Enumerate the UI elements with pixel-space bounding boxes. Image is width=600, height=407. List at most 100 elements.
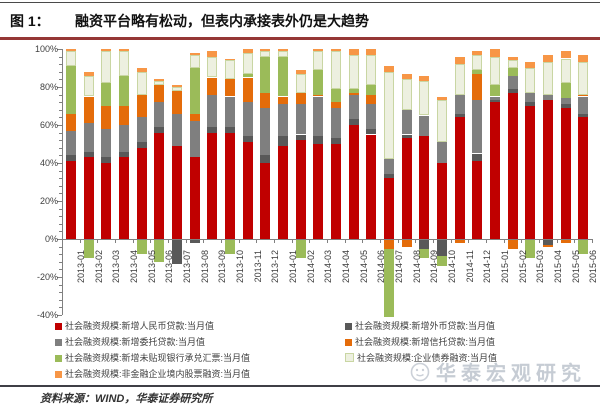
bar-segment-2015-01 xyxy=(489,85,500,97)
bar-segment-2013-09 xyxy=(207,50,218,57)
bar-segment-2013-06 xyxy=(154,132,165,239)
bar-segment-2013-04 xyxy=(118,125,129,152)
bar-segment-2013-11 xyxy=(242,136,253,143)
bar-segment-2013-08 xyxy=(189,52,200,55)
y-axis-tick xyxy=(59,208,62,210)
y-axis-label: -20% xyxy=(36,272,58,282)
bar-segment-2014-07 xyxy=(383,66,394,72)
bar-segment-2014-12 xyxy=(472,69,483,74)
y-axis-tick xyxy=(57,315,62,316)
bar-segment-2013-09 xyxy=(207,132,218,239)
x-axis-label: 2015-01 xyxy=(499,250,510,284)
bar-segment-2013-07 xyxy=(171,113,182,146)
bar-segment-2014-05 xyxy=(348,49,359,55)
y-axis-label: -40% xyxy=(36,310,58,320)
bar-segment-2014-02 xyxy=(295,140,306,239)
y-axis-tick xyxy=(59,254,62,256)
bar-segment-2013-06 xyxy=(154,239,165,262)
legend-label: 社会融资规模:新增外币贷款:当月值 xyxy=(355,321,496,331)
bar-segment-2014-06 xyxy=(366,85,377,95)
y-axis-tick xyxy=(59,178,62,180)
bar-segment-2014-04 xyxy=(330,50,341,89)
bar-segment-2013-06 xyxy=(154,102,165,127)
bar-segment-2014-03 xyxy=(313,96,324,137)
x-axis-label: 2014-05 xyxy=(358,250,369,284)
bar-segment-2015-04 xyxy=(542,239,553,245)
x-axis-label: 2013-01 xyxy=(75,250,86,284)
x-axis-tick xyxy=(79,239,81,243)
legend-swatch-icon xyxy=(55,339,62,346)
x-axis-tick xyxy=(539,239,540,243)
bar-segment-2014-01 xyxy=(277,50,288,57)
x-axis-tick xyxy=(503,239,505,243)
bar-segment-2013-11 xyxy=(242,52,253,74)
x-axis-tick xyxy=(168,239,169,243)
bar-segment-2013-02 xyxy=(83,75,94,97)
bar-segment-2014-08 xyxy=(401,109,412,135)
x-axis-label: 2014-11 xyxy=(464,250,475,283)
x-axis-tick xyxy=(468,239,470,243)
bar-segment-2013-01 xyxy=(65,49,76,51)
bar-segment-2013-02 xyxy=(83,157,94,239)
x-axis-label: 2013-02 xyxy=(93,250,104,284)
bar-segment-2014-05 xyxy=(348,54,359,89)
bar-segment-2013-05 xyxy=(136,142,147,148)
legend-swatch-icon xyxy=(55,371,62,378)
x-axis-tick xyxy=(62,239,63,243)
y-axis-tick xyxy=(59,292,62,294)
x-axis-tick xyxy=(433,239,434,243)
y-axis-tick xyxy=(59,170,62,172)
bar-segment-2013-09 xyxy=(207,94,218,127)
x-axis-tick xyxy=(97,239,99,243)
y-axis-label: 100% xyxy=(34,44,58,54)
bar-segment-2013-03 xyxy=(101,157,112,163)
x-axis-label: 2013-05 xyxy=(146,250,157,284)
x-axis-tick xyxy=(380,239,381,243)
bar-segment-2015-01 xyxy=(489,100,500,103)
y-axis-tick xyxy=(57,277,62,278)
y-axis-tick xyxy=(59,269,62,271)
bar-segment-2015-05 xyxy=(560,107,571,239)
y-axis-tick xyxy=(59,56,62,58)
bar-segment-2014-07 xyxy=(383,71,394,160)
y-axis-tick xyxy=(59,94,62,96)
x-axis-label: 2014-06 xyxy=(376,250,387,284)
x-axis-tick xyxy=(274,239,275,243)
bar-segment-2013-11 xyxy=(242,77,253,103)
bar-segment-2015-06 xyxy=(578,94,589,97)
bar-segment-2013-12 xyxy=(260,107,271,156)
figure-number-label: 图 1： xyxy=(10,13,50,29)
bar-segment-2015-01 xyxy=(489,102,500,239)
bar-segment-2014-07 xyxy=(383,159,394,175)
watermark: 华泰宏观研究 xyxy=(410,357,586,386)
legend-label: 社会融资规模:企业债券融资:当月值 xyxy=(357,353,498,363)
y-axis-tick xyxy=(57,163,62,164)
x-axis-label: 2013-10 xyxy=(234,250,245,284)
bar-segment-2014-12 xyxy=(472,100,483,154)
bar-segment-2013-01 xyxy=(65,161,76,239)
bar-segment-2013-04 xyxy=(118,157,129,239)
bar-segment-2014-11 xyxy=(454,239,465,243)
bar-segment-2015-04 xyxy=(542,54,553,63)
bar-segment-2014-07 xyxy=(383,174,394,179)
bar-segment-2015-04 xyxy=(542,244,553,247)
bar-segment-2014-06 xyxy=(366,49,377,55)
x-axis-tick xyxy=(327,239,328,243)
bar-segment-2013-10 xyxy=(224,132,235,239)
bar-segment-2014-06 xyxy=(366,54,377,86)
x-axis-label: 2013-04 xyxy=(128,250,139,284)
bar-segment-2015-02 xyxy=(507,60,518,68)
bar-segment-2013-06 xyxy=(154,126,165,133)
figure-title: 融资平台略有松动，但表内承接表外仍是大趋势 xyxy=(75,13,369,29)
y-axis-tick xyxy=(59,140,62,142)
bar-segment-2013-04 xyxy=(118,49,129,51)
bar-segment-2015-03 xyxy=(525,102,536,106)
legend-item: 社会融资规模:新增委托贷款:当月值 xyxy=(55,335,205,347)
bar-segment-2014-03 xyxy=(313,144,324,239)
source-note: 资料来源：WIND，华泰证券研究所 xyxy=(40,393,213,405)
x-axis-label: 2014-02 xyxy=(305,250,316,284)
x-axis-tick xyxy=(450,239,452,243)
bar-segment-2014-04 xyxy=(330,107,341,139)
legend-item: 社会融资规模:新增信托贷款:当月值 xyxy=(345,335,495,347)
